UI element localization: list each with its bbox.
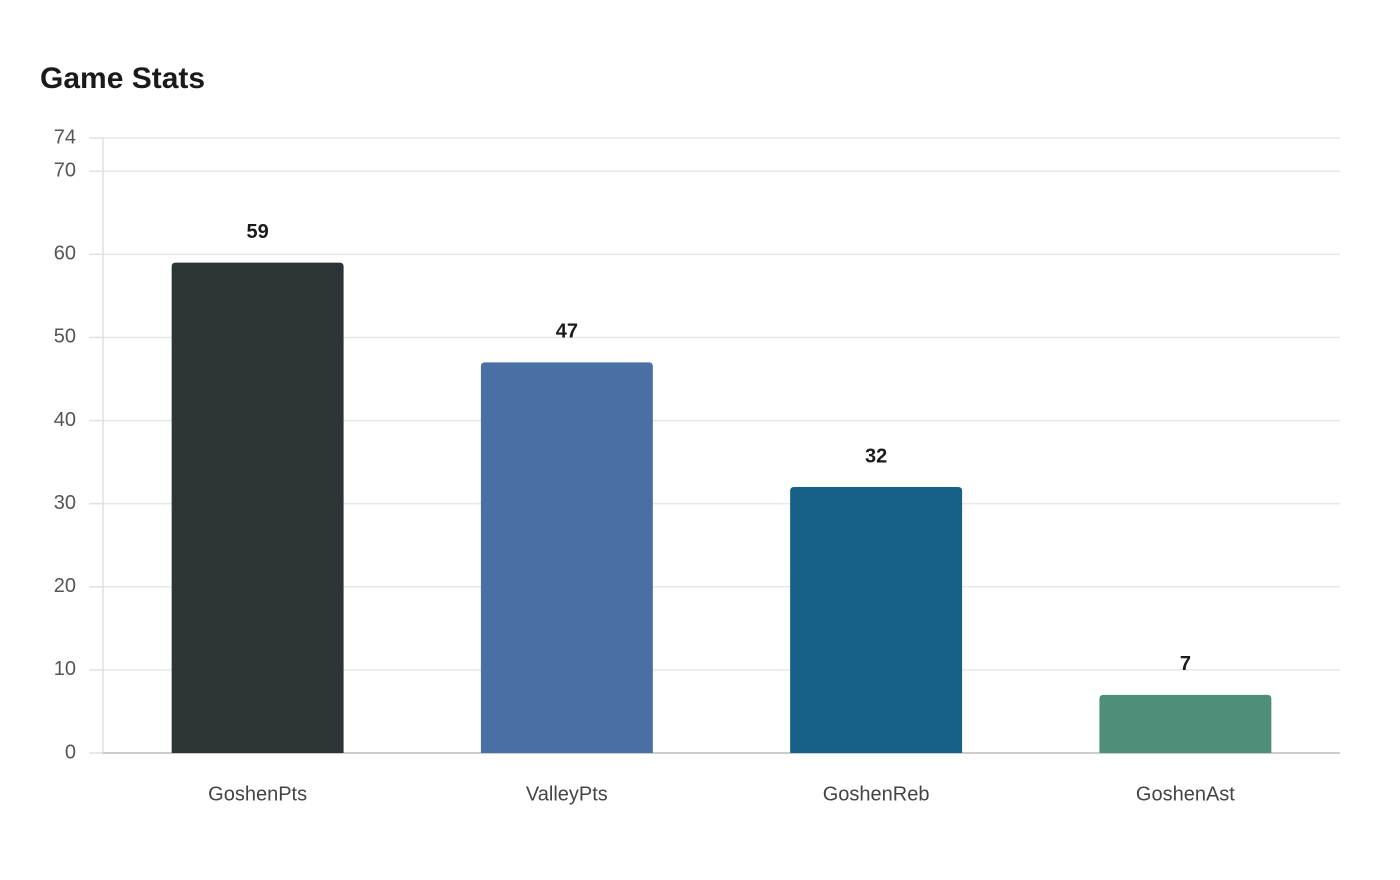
y-tick-label: 20 xyxy=(54,575,76,597)
data-label: 32 xyxy=(865,445,887,467)
y-tick-label: 10 xyxy=(54,658,76,680)
bar xyxy=(790,487,963,753)
bar xyxy=(1099,694,1272,753)
x-tick-label: GoshenReb xyxy=(823,783,930,805)
y-tick-label: 60 xyxy=(54,243,76,265)
y-tick-label: 74 xyxy=(54,126,76,148)
data-label: 59 xyxy=(247,221,269,243)
x-tick-label: GoshenAst xyxy=(1136,783,1235,805)
x-tick-label: ValleyPts xyxy=(526,783,608,805)
chart-title: Game Stats xyxy=(40,62,205,95)
x-tick-label: GoshenPts xyxy=(208,783,307,805)
y-tick-label: 70 xyxy=(54,160,76,182)
data-label: 47 xyxy=(556,321,578,343)
y-tick-label: 40 xyxy=(54,409,76,431)
data-label: 7 xyxy=(1180,653,1191,675)
bar xyxy=(480,362,653,753)
bar xyxy=(171,262,344,753)
y-tick-label: 50 xyxy=(54,326,76,348)
y-tick-label: 0 xyxy=(65,741,76,763)
y-tick-label: 30 xyxy=(54,492,76,514)
